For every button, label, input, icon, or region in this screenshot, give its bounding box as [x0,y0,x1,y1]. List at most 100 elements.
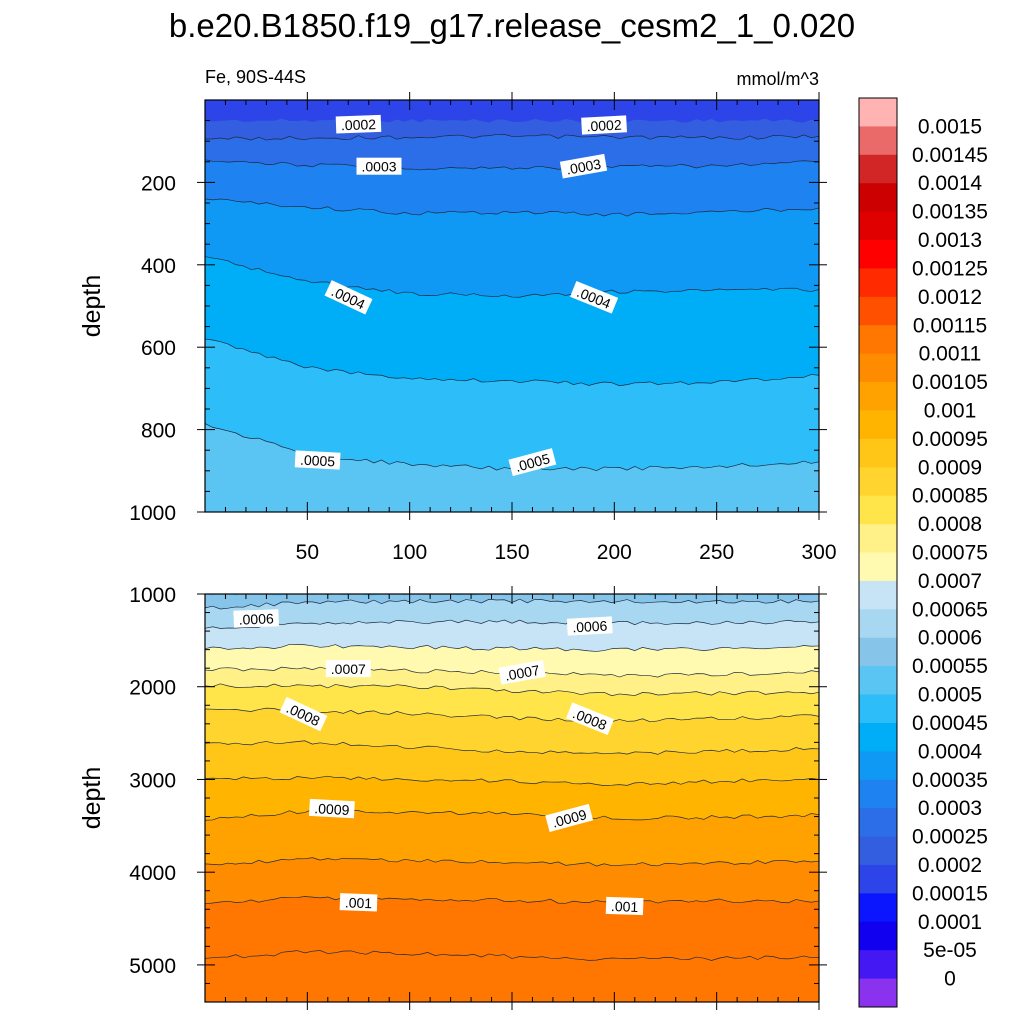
contour-line [205,619,819,629]
x-tick-label: 100 [392,541,427,564]
colorbar-tick-label: 0.0015 [918,115,982,138]
colorbar-tick-label: 0.0014 [918,172,983,195]
contour-label-box [545,803,594,832]
colorbar-swatch [859,382,897,411]
contour-label: .0006 [566,616,613,636]
upper-axis-ticks: 50 100 150 200 250 300 200 400 600 800 1000 [129,92,837,564]
colorbar-swatch [859,950,897,979]
colorbar-frame [858,97,898,1008]
colorbar-swatch [859,722,897,752]
colorbar-tick-label: 0.00095 [912,428,988,451]
contour-label-box [508,448,557,477]
contour-label-text: .0006 [572,618,608,636]
colorbar-tick-label: 0.0011 [919,343,982,366]
y-tick-label: 5000 [129,955,176,978]
contour-label-box [279,696,328,732]
contour-label-text: .001 [611,898,639,915]
y-tick-label: 200 [141,172,176,195]
y-tick-label: 3000 [129,769,176,792]
contour-label-text: .0007 [331,661,366,677]
upper-contour-fills [205,100,819,512]
contour-label: .0003 [356,157,402,175]
contour-label-text: .0002 [341,116,377,133]
colorbar-tick-label: 0.001 [924,399,977,422]
colorbar-swatch [859,126,897,156]
variable-label: Fe, 90S-44S [205,67,306,87]
colorbar-swatch [859,609,897,639]
colorbar-swatch [859,552,897,582]
colorbar-swatch [859,637,897,667]
contour-label-box [581,115,627,135]
colorbar-swatch [859,836,897,866]
colorbar-swatch [859,467,897,497]
contour-label-box [309,798,355,819]
colorbar-swatch [859,183,897,213]
contour-label-box [566,616,613,636]
contour-label: .0002 [335,114,382,134]
colorbar-tick-label: 0.00075 [912,542,988,565]
colorbar-tick-label: 0.0009 [918,456,982,479]
colorbar-swatch [859,666,897,695]
contour-label: .0002 [581,115,627,135]
colorbar-swatch [859,98,897,127]
colorbar-swatch [859,864,897,894]
contour-line [205,198,819,217]
colorbar-tick-label: 0.0004 [918,740,983,763]
colorbar-swatch [859,211,897,241]
colorbar-tick-label: 0.00045 [912,712,988,735]
contour-line [205,740,819,755]
colorbar-tick-label: 0.0005 [918,684,982,707]
contour-label-text: .0006 [238,610,274,627]
colorbar-tick-label: 0.0008 [918,513,982,536]
contour-line [205,857,819,867]
y-tick-label: 600 [141,337,176,360]
colorbar-swatch [859,154,897,184]
contour-label: .001 [605,896,644,916]
contour-label-text: .0003 [565,156,602,178]
colorbar-tick-label: 0.00065 [912,598,988,621]
colorbar-swatch [859,410,897,440]
contour-line [205,338,819,387]
lower-y-axis-label: depth [78,767,106,830]
x-tick-label: 300 [801,541,836,564]
colorbar-swatch [859,921,897,951]
y-tick-label: 4000 [129,862,176,885]
colorbar-swatch [859,495,897,525]
colorbar-tick-label: 0.00055 [912,655,988,678]
contour-label-text: .0005 [300,452,336,470]
colorbar-swatch [859,694,897,724]
contour-line [205,134,819,141]
contour-label: .0007 [325,660,371,678]
colorbar-swatch [859,779,897,809]
figure-title: b.e20.B1850.f19_g17.release_cesm2_1_0.02… [169,7,855,44]
y-tick-label: 1000 [129,584,176,607]
contour-label-text: .0002 [586,117,622,135]
contour-label-box [565,702,615,736]
contour-label-box [339,893,378,912]
colorbar-swatch [859,268,897,298]
contour-line [205,950,819,961]
y-tick-label: 2000 [129,677,176,700]
colorbar-tick-label: 0.0002 [918,854,982,877]
contour-line [205,808,819,821]
x-tick-label: 50 [296,541,319,564]
colorbar-tick-label: 0.00025 [912,826,988,849]
colorbar: 0.0015 0.00145 0.0014 0.00135 0.0013 0.00125 0… [858,97,988,1008]
colorbar-swatch [859,240,897,269]
colorbar-tick-label: 0.00135 [912,201,988,224]
x-tick-label: 150 [494,541,529,564]
contour-line [205,775,819,786]
upper-y-axis-label: depth [78,275,106,338]
contour-label: .001 [339,893,378,912]
contour-line [205,644,819,652]
colorbar-tick-label: 0.00085 [912,485,988,508]
contour-label: .0003 [559,153,608,179]
contour-band [205,594,819,629]
contour-label-text: .001 [345,894,373,911]
contour-label-box [498,660,546,685]
colorbar-swatch [859,296,897,326]
lower-contour-lines [205,598,819,961]
contour-label-box [335,114,382,134]
colorbar-tick-label: 0.00115 [913,314,987,337]
colorbar-tick-label: 0.0001 [918,911,982,934]
